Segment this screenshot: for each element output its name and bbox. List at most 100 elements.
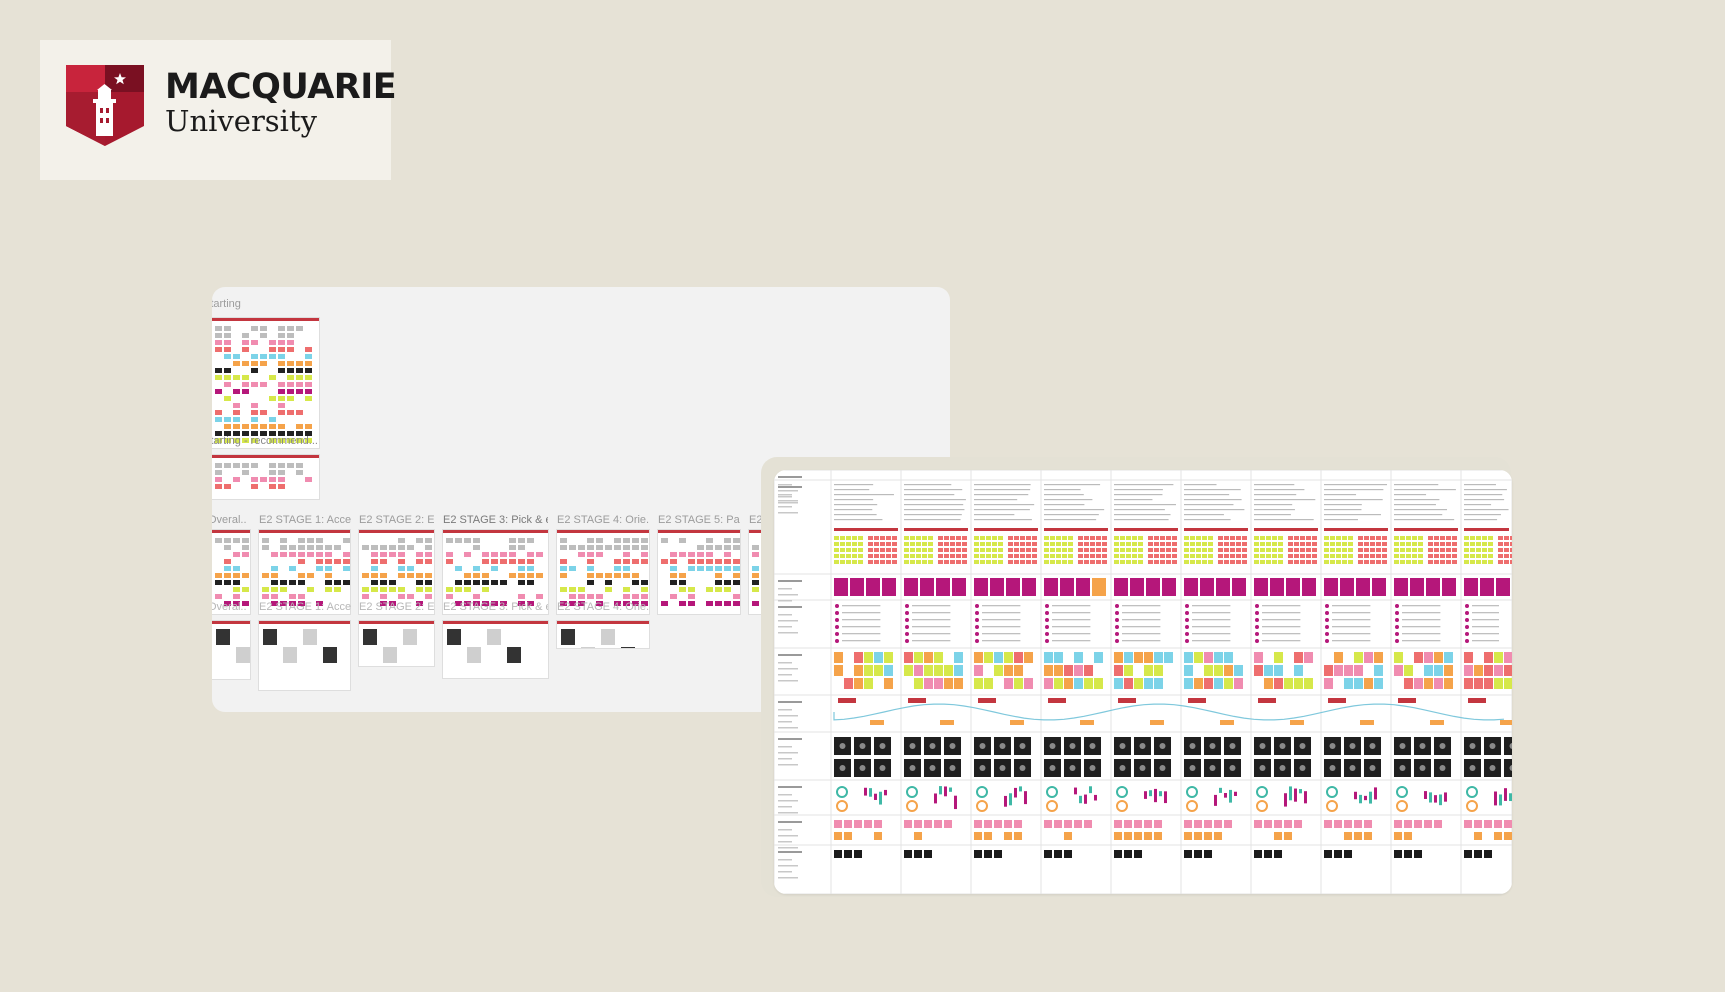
board-frame-stage-2[interactable] [359, 530, 434, 614]
board-frame-stage-5[interactable] [658, 530, 740, 614]
frame-header-bar [212, 318, 319, 321]
thumbnail-note [242, 389, 249, 394]
lime-note [1266, 536, 1271, 540]
lime-note [1050, 554, 1055, 558]
thumbnail-note [289, 594, 296, 599]
goal-note [1394, 578, 1408, 596]
thumbnail-note [371, 580, 378, 585]
thumbnail-note [398, 573, 405, 578]
thumbnail-note [527, 538, 534, 543]
requirement-text [1262, 619, 1301, 621]
lime-note [1254, 536, 1259, 540]
board-frame-starting-recommend[interactable] [212, 455, 319, 499]
thumbnail-note [623, 545, 630, 550]
lime-note [1196, 542, 1201, 546]
thumbnail-note [482, 573, 489, 578]
salmon-note [1078, 542, 1083, 546]
touchpoint-note [1144, 652, 1153, 663]
board-frame-screens-stage-4[interactable] [557, 621, 649, 648]
thumbnail-note [242, 587, 249, 592]
survey-bar [1004, 795, 1007, 807]
thumbnail-note [464, 587, 471, 592]
journey-map-preview[interactable] [774, 470, 1512, 894]
thumbnail-note [289, 566, 296, 571]
thumbnail-note [473, 566, 480, 571]
salmon-note [886, 560, 891, 564]
lime-note [1406, 536, 1411, 540]
board-frame-screens-stage-3[interactable] [443, 621, 548, 678]
thumbnail-note [233, 552, 240, 557]
lime-note [840, 554, 845, 558]
frame-header-bar [259, 621, 350, 624]
requirement-dot [1255, 632, 1259, 636]
salmon-note [1452, 542, 1457, 546]
summary-text [1254, 519, 1314, 521]
video-snippet-face [1139, 765, 1146, 771]
idea-note [1344, 850, 1352, 858]
thumbnail-note [425, 594, 432, 599]
lime-note [1470, 554, 1475, 558]
thumbnail-note [224, 545, 231, 550]
thumbnail-note [233, 594, 240, 599]
lime-note [1254, 560, 1259, 564]
requirement-text [842, 619, 881, 621]
board-frame-stage-4[interactable] [557, 530, 649, 614]
opportunity-note [1184, 832, 1192, 840]
summary-text [1184, 489, 1241, 491]
salmon-note [1370, 536, 1375, 540]
row-label-line [778, 588, 792, 590]
board-frame-screens-overall[interactable] [212, 621, 250, 679]
thumbnail-note [251, 477, 258, 482]
lime-note [1482, 560, 1487, 564]
board-frame-overall[interactable] [212, 530, 250, 614]
salmon-note [1312, 548, 1317, 552]
video-snippet-face [1119, 743, 1126, 749]
board-frame-stage-3[interactable] [443, 530, 548, 614]
thumbnail-note [605, 580, 612, 585]
thumbnail-note [251, 382, 258, 387]
board-frame-stage-1[interactable] [259, 530, 350, 614]
thumbnail-note [398, 587, 405, 592]
thumbnail-note [242, 470, 249, 475]
lime-note [1272, 548, 1277, 552]
lime-note [992, 560, 997, 564]
thumbnail-note [316, 601, 323, 606]
thumbnail-note [518, 566, 525, 571]
touchpoint-note [934, 665, 943, 676]
thumbnail-note [251, 438, 258, 443]
board-frame-stage-6[interactable] [749, 530, 763, 614]
salmon-note [1306, 548, 1311, 552]
thumbnail-note [605, 573, 612, 578]
requirement-text [1052, 605, 1091, 607]
board-frame-screens-stage-2[interactable] [359, 621, 434, 666]
thumbnail-note [596, 594, 603, 599]
thumbnail-note [287, 396, 294, 401]
salmon-note [950, 560, 955, 564]
lime-note [1278, 536, 1283, 540]
thumbnail-note [679, 601, 686, 606]
thumbnail-note [688, 587, 695, 592]
summary-text [974, 519, 1032, 521]
thumbnail-note [325, 545, 332, 550]
salmon-note [1172, 548, 1177, 552]
salmon-note [1364, 536, 1369, 540]
thumbnail-note [269, 463, 276, 468]
touchpoint-note [1434, 678, 1443, 689]
summary-text [834, 514, 877, 516]
pain-note [914, 820, 922, 828]
pain-note [1064, 820, 1072, 828]
thumbnail-note [251, 484, 258, 489]
board-frame-screens-stage-1[interactable] [259, 621, 350, 690]
thumbnail-note [215, 340, 222, 345]
board-frame-starting[interactable] [212, 318, 319, 448]
requirement-text [1192, 619, 1231, 621]
video-snippet-face [1369, 765, 1376, 771]
thumbnail-note [491, 601, 498, 606]
opportunity-note [1394, 832, 1402, 840]
thumbnail-note [623, 552, 630, 557]
touchpoint-note [844, 678, 853, 689]
lime-note [1184, 542, 1189, 546]
salmon-note [1306, 560, 1311, 564]
summary-text [1184, 509, 1245, 511]
thumbnail-note [446, 587, 453, 592]
